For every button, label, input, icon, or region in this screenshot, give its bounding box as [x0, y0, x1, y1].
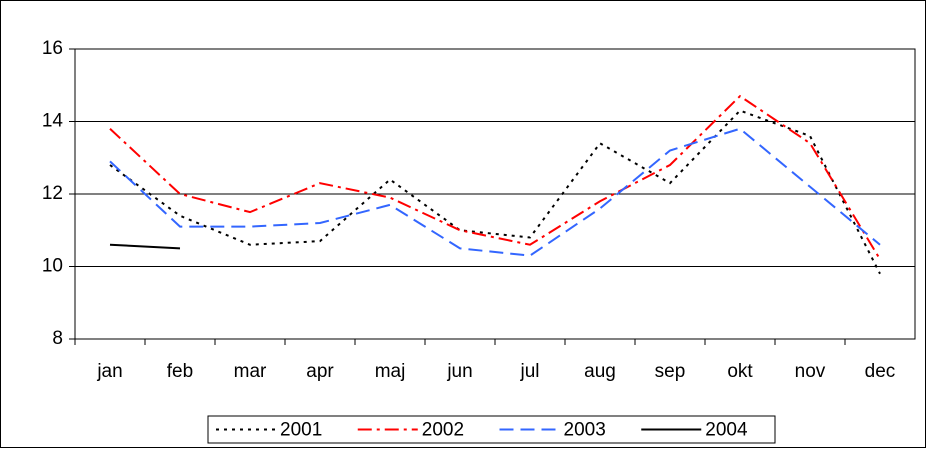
line-series	[109, 243, 181, 250]
legend-label: 2001	[280, 420, 322, 441]
y-tick-label: 14	[42, 111, 64, 132]
x-tick-label: sep	[655, 361, 686, 382]
y-tick-label: 16	[42, 38, 63, 59]
line-series	[109, 127, 881, 257]
x-tick-label: okt	[727, 361, 753, 382]
legend-label: 2002	[422, 420, 464, 441]
y-tick-label: 8	[52, 328, 63, 349]
line-series	[109, 94, 881, 260]
legend-label: 2004	[705, 420, 748, 441]
x-tick-label: mar	[234, 361, 267, 382]
x-tick-label: apr	[306, 361, 334, 382]
x-tick-label: jun	[446, 361, 472, 382]
legend-label: 2003	[564, 420, 606, 441]
x-tick-label: dec	[865, 361, 896, 382]
x-tick-label: aug	[584, 361, 616, 382]
line-series	[109, 109, 881, 275]
x-tick-label: nov	[795, 361, 826, 382]
y-tick-label: 12	[42, 183, 63, 204]
x-tick-label: maj	[375, 361, 406, 382]
x-tick-label: feb	[167, 361, 193, 382]
x-tick-label: jan	[96, 361, 122, 382]
x-tick-label: jul	[519, 361, 539, 382]
y-tick-label: 10	[42, 256, 63, 277]
